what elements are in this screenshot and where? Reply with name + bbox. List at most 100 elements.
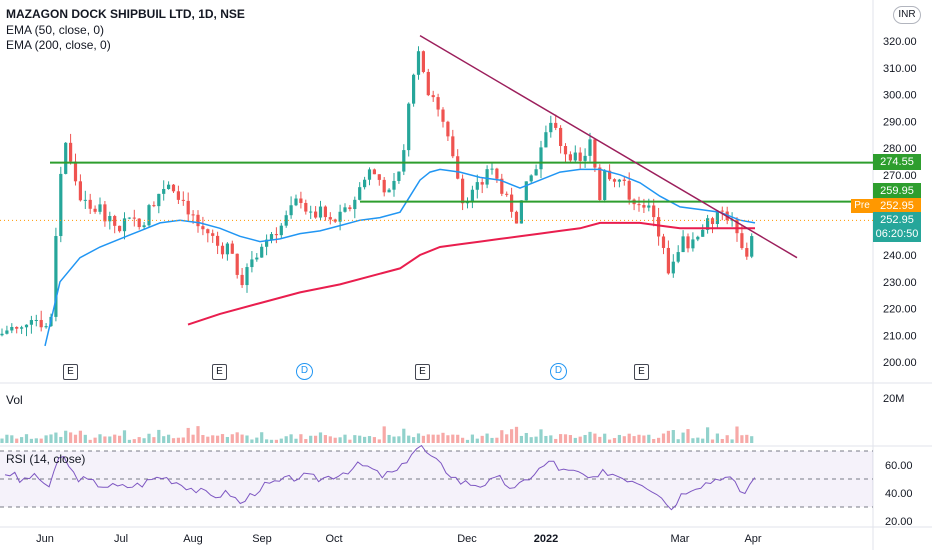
- y-tick-label: 280.00: [883, 143, 917, 155]
- volume-bar: [500, 430, 504, 443]
- candle-body: [78, 181, 82, 201]
- candle-body: [127, 217, 131, 219]
- candle-body: [73, 161, 78, 182]
- volume-bar: [490, 437, 494, 443]
- candle-body: [559, 127, 563, 146]
- volume-bar: [426, 434, 430, 443]
- candle-body: [24, 324, 29, 328]
- candle-body: [64, 142, 68, 174]
- volume-bar: [681, 432, 685, 443]
- volume-bar: [20, 437, 24, 443]
- x-tick-label: Jun: [36, 533, 54, 545]
- currency-button[interactable]: INR: [893, 6, 921, 24]
- candle-body: [137, 218, 141, 228]
- volume-bar: [480, 435, 484, 443]
- countdown-timer: 06:20:50: [875, 228, 919, 240]
- earnings-event-icon[interactable]: E: [212, 364, 227, 380]
- volume-bar: [529, 437, 533, 443]
- volume-bar: [392, 436, 396, 443]
- dividend-event-icon[interactable]: D: [550, 363, 567, 380]
- candle-body: [103, 204, 107, 222]
- volume-bar: [363, 436, 367, 443]
- candle-body: [475, 182, 479, 190]
- earnings-event-icon[interactable]: E: [63, 364, 78, 380]
- candle-body: [720, 210, 724, 212]
- candle-body: [485, 169, 489, 185]
- volume-bar: [740, 435, 744, 443]
- volume-bar: [24, 434, 29, 443]
- volume-bar: [387, 434, 391, 443]
- volume-bar: [10, 435, 14, 443]
- candle-body: [436, 97, 440, 110]
- candle-body: [314, 211, 318, 218]
- volume-bar: [461, 437, 465, 443]
- volume-bar: [666, 430, 670, 443]
- volume-bar: [563, 434, 568, 443]
- candle-body: [245, 267, 249, 286]
- volume-bar: [113, 434, 117, 443]
- candle-body: [657, 217, 661, 237]
- axes: 200.00210.00220.00230.00240.00250.00260.…: [36, 36, 917, 545]
- x-tick-label: Aug: [183, 533, 203, 545]
- volume-bar: [142, 438, 146, 443]
- candle-body: [642, 205, 646, 208]
- y-tick-label: 270.00: [883, 170, 917, 182]
- volume-bar: [333, 437, 337, 443]
- candle-body: [294, 198, 298, 206]
- candle-body: [412, 74, 416, 104]
- y-tick-label: 310.00: [883, 63, 917, 75]
- candle-body: [211, 233, 215, 236]
- volume-bar: [637, 434, 641, 443]
- volume-bar: [196, 426, 200, 443]
- candle-body: [54, 236, 58, 317]
- candle-body: [323, 206, 327, 218]
- candle-body: [519, 200, 523, 224]
- candle-body: [750, 236, 754, 257]
- candle-body: [568, 154, 572, 161]
- volume-bar: [29, 438, 33, 443]
- x-tick-label: 2022: [534, 533, 558, 545]
- x-tick-label: Apr: [744, 533, 761, 545]
- candle-body: [269, 234, 274, 240]
- volume-bar: [216, 435, 220, 443]
- volume-bar: [39, 438, 43, 443]
- volume-bar: [181, 437, 185, 443]
- candle-body: [671, 261, 675, 274]
- volume-bar: [294, 438, 298, 443]
- volume-legend[interactable]: Vol: [6, 393, 23, 407]
- level-274-tag: 274.55: [873, 154, 921, 170]
- volume-bar: [647, 434, 651, 443]
- volume-bar: [245, 435, 249, 443]
- candle-body: [98, 204, 102, 212]
- dividend-event-icon[interactable]: D: [296, 363, 313, 380]
- y-tick-label: 210.00: [883, 330, 917, 342]
- candle-body: [603, 170, 607, 200]
- candle-body: [284, 215, 288, 226]
- candle-body: [426, 71, 430, 96]
- candle-body: [343, 207, 347, 212]
- volume-bar: [323, 435, 327, 443]
- candle-body: [186, 200, 190, 215]
- volume-bar: [402, 428, 406, 443]
- candle-body: [142, 225, 146, 228]
- y-tick-label: 220.00: [883, 304, 917, 316]
- rsi-legend[interactable]: RSI (14, close): [6, 452, 86, 466]
- candle-body: [715, 210, 719, 225]
- candle-body: [240, 274, 244, 286]
- ema200-legend[interactable]: EMA (200, close, 0): [6, 38, 111, 52]
- candle-body: [88, 199, 92, 209]
- candle-body: [578, 152, 582, 161]
- candle-body: [196, 214, 200, 227]
- volume-bar: [720, 438, 724, 443]
- symbol-title[interactable]: MAZAGON DOCK SHIPBUIL LTD, 1D, NSE: [6, 7, 245, 21]
- earnings-event-icon[interactable]: E: [634, 364, 649, 380]
- volume-bar: [735, 426, 739, 443]
- volume-bar: [235, 432, 239, 443]
- candle-body: [147, 205, 151, 226]
- ema50-legend[interactable]: EMA (50, close, 0): [6, 23, 105, 37]
- volume-bar: [137, 437, 141, 443]
- candle-body: [470, 189, 474, 202]
- earnings-event-icon[interactable]: E: [415, 364, 430, 380]
- candle-body: [456, 156, 460, 179]
